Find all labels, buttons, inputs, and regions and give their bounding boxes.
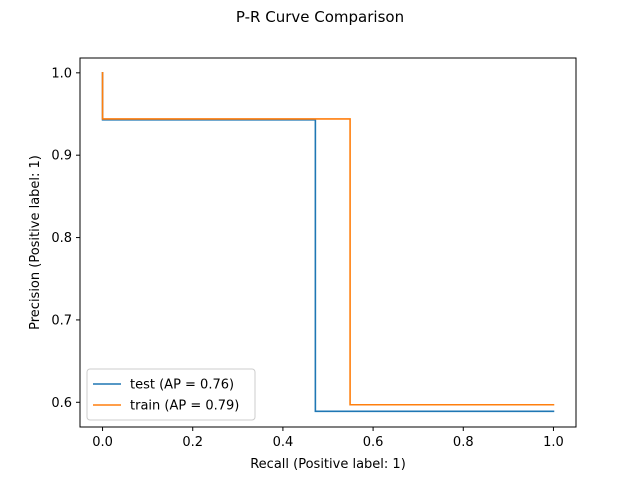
series-lines <box>101 72 555 413</box>
y-tick-label: 0.9 <box>51 149 72 164</box>
x-tick-label: 0.0 <box>92 435 113 450</box>
x-tick-label: 0.8 <box>453 435 474 450</box>
plot-frame <box>79 57 577 428</box>
y-tick-label: 1.0 <box>51 66 72 81</box>
y-tick-label: 0.7 <box>51 313 72 328</box>
legend-box <box>86 368 256 421</box>
series-line-train <box>101 72 555 406</box>
x-tick-label: 1.0 <box>543 435 564 450</box>
x-tick-label: 0.6 <box>363 435 384 450</box>
x-axis-label: Recall (Positive label: 1) <box>250 457 406 472</box>
x-tick-label: 0.2 <box>182 435 203 450</box>
legend: test (AP = 0.76) train (AP = 0.79) <box>86 368 256 421</box>
y-tick-label: 0.8 <box>51 231 72 246</box>
x-axis-ticks: 0.0 0.2 0.4 0.6 0.8 1.0 <box>92 427 564 450</box>
y-tick-label: 0.6 <box>51 396 72 411</box>
chart-title: P-R Curve Comparison <box>236 8 404 26</box>
legend-entries: test (AP = 0.76) train (AP = 0.79) <box>93 378 239 414</box>
legend-label: test (AP = 0.76) <box>130 378 234 393</box>
y-axis-ticks: 0.6 0.7 0.8 0.9 1.0 <box>51 66 80 411</box>
legend-label: train (AP = 0.79) <box>130 399 239 414</box>
x-tick-label: 0.4 <box>273 435 294 450</box>
y-axis-label: Precision (Positive label: 1) <box>28 155 43 330</box>
